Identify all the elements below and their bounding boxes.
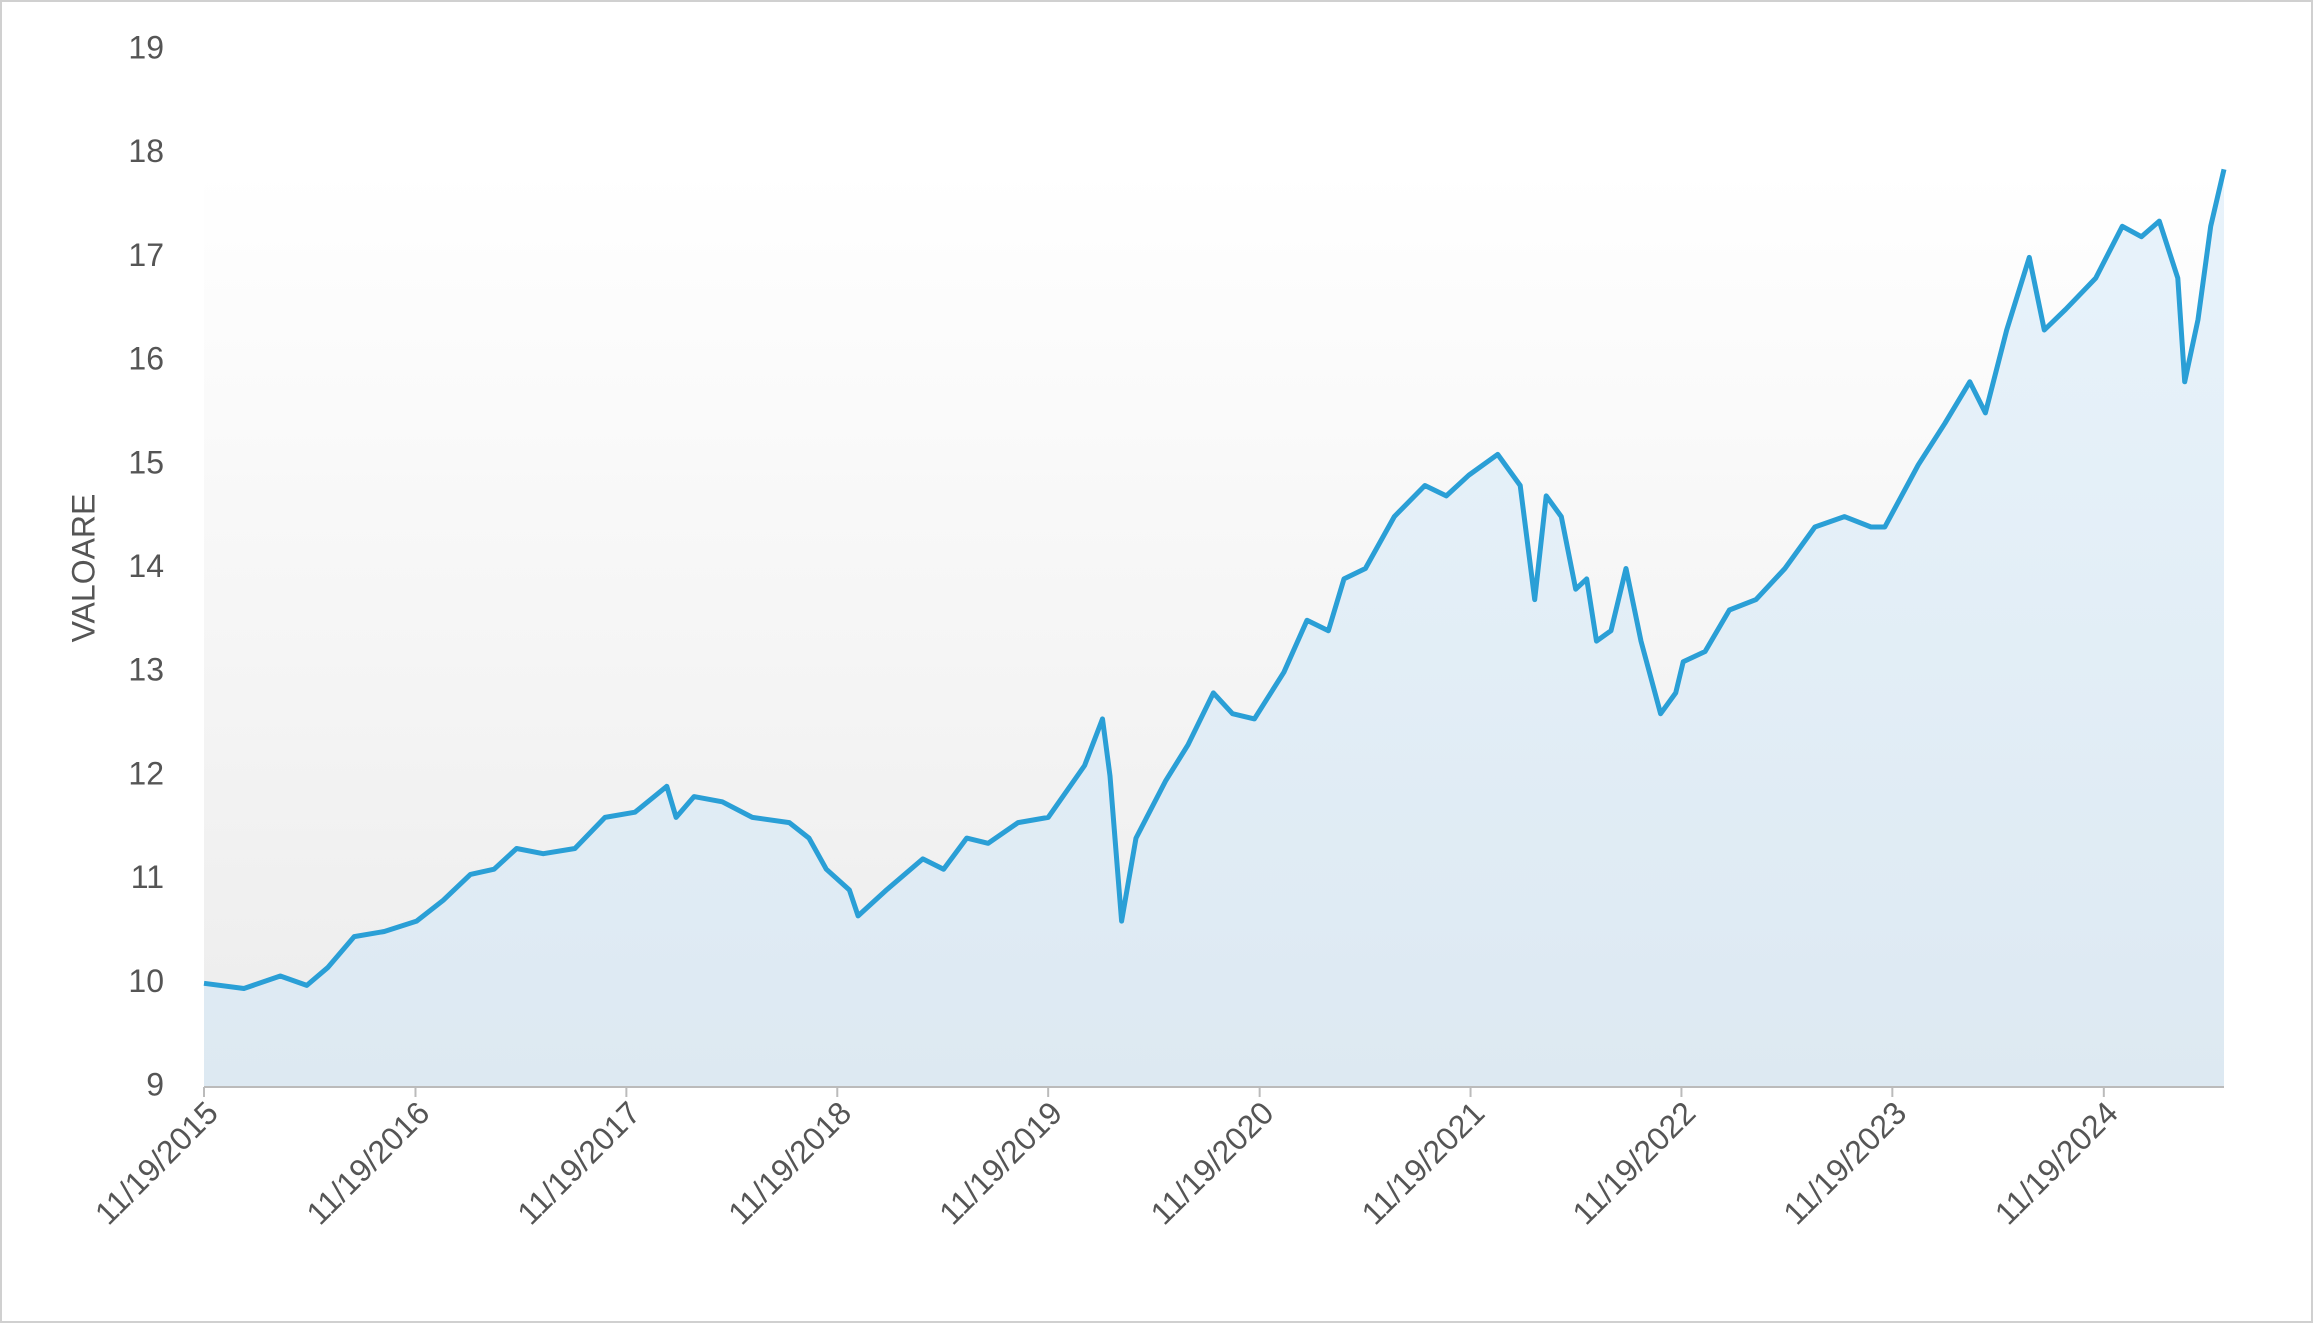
y-tick-label: 17 xyxy=(128,237,164,273)
y-axis-label: VALOARE xyxy=(65,494,101,643)
y-tick-label: 13 xyxy=(128,652,164,688)
y-tick-label: 16 xyxy=(128,341,164,377)
area xyxy=(204,169,2224,1088)
line xyxy=(203,168,2227,991)
y-tick-label: 10 xyxy=(128,963,164,999)
y-tick-label: 9 xyxy=(146,1066,164,1102)
y-tick-label: 19 xyxy=(128,29,164,65)
y-tick-label: 18 xyxy=(128,133,164,169)
y-tick-label: 14 xyxy=(128,548,164,584)
y-tick-label: 15 xyxy=(128,444,164,480)
y-tick-label: 11 xyxy=(131,859,164,895)
y-tick-label: 12 xyxy=(128,755,164,791)
